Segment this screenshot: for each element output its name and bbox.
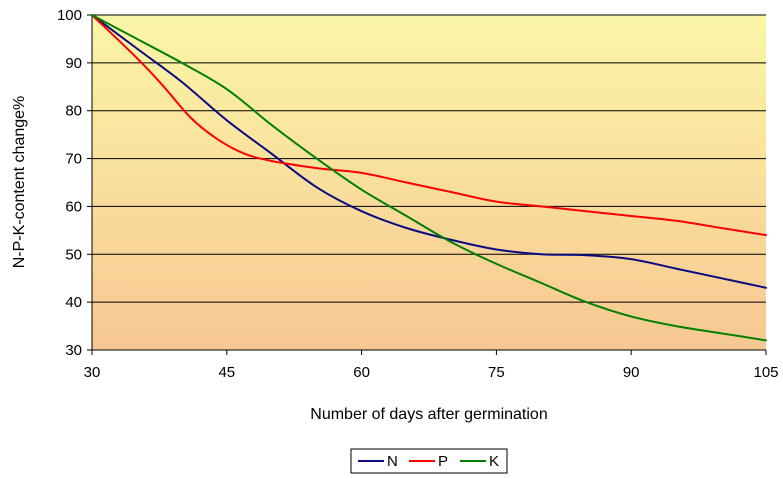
series-line-N (91, 14, 767, 289)
y-tick-label-60: 60 (65, 198, 82, 215)
legend-label-N: N (387, 453, 398, 470)
legend-label-P: P (438, 453, 448, 470)
x-tick-label-60: 60 (353, 364, 370, 381)
axes (87, 14, 767, 355)
y-tick-label-100: 100 (57, 7, 82, 24)
x-tick-label-45: 45 (218, 364, 235, 381)
y-tick-label-70: 70 (65, 151, 82, 168)
x-tick-label-90: 90 (623, 364, 640, 381)
y-tick-label-80: 80 (65, 103, 82, 120)
gridlines (92, 14, 766, 351)
series-line-P (91, 14, 767, 237)
y-tick-label-90: 90 (65, 55, 82, 72)
x-tick-label-105: 105 (753, 364, 778, 381)
y-tick-label-30: 30 (65, 342, 82, 359)
y-axis-title: N-P-K-content change% (11, 96, 28, 269)
series-line-K (91, 14, 767, 342)
legend-label-K: K (489, 453, 499, 470)
x-axis-title: Number of days after germination (310, 406, 547, 423)
tick-labels: 30 40 50 60 70 80 90 100 30 45 60 75 90 105 (57, 7, 779, 381)
x-tick-label-30: 30 (84, 364, 101, 381)
x-tick-label-75: 75 (488, 364, 505, 381)
y-tick-label-40: 40 (65, 294, 82, 311)
series-lines (91, 14, 767, 342)
y-tick-label-50: 50 (65, 246, 82, 263)
plot-area (92, 15, 766, 350)
